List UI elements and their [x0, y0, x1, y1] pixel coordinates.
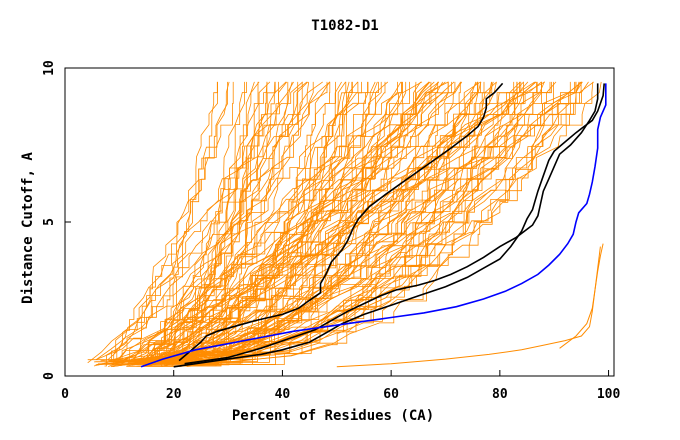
- background-model-curve: [104, 81, 323, 367]
- background-model-curves: [87, 81, 602, 368]
- background-model-curve: [93, 81, 362, 367]
- background-model-curve: [177, 81, 571, 368]
- black-curve-3: [184, 83, 599, 365]
- x-tick-label: 80: [492, 387, 508, 402]
- x-axis-label: Percent of Residues (CA): [232, 408, 434, 424]
- background-model-curve: [182, 81, 575, 367]
- orange-outlier-far-right: [559, 246, 601, 349]
- background-model-curve: [145, 81, 310, 360]
- background-model-curve: [152, 81, 456, 367]
- x-tick-label: 100: [597, 387, 621, 402]
- background-model-curve: [110, 81, 583, 368]
- x-tick-label: 40: [275, 387, 291, 402]
- background-model-curve: [147, 81, 287, 366]
- background-model-curve: [152, 81, 268, 361]
- background-model-curve: [120, 81, 515, 363]
- background-model-curve: [186, 81, 521, 367]
- background-model-curve: [145, 81, 546, 366]
- y-tick-label: 10: [42, 60, 57, 76]
- background-model-curve: [95, 81, 289, 361]
- outlier-model-curves: [336, 243, 604, 368]
- background-model-curve: [135, 81, 551, 360]
- background-model-curve: [159, 81, 328, 366]
- black-curve-1: [173, 83, 605, 368]
- background-model-curve: [117, 81, 440, 360]
- highlight-curves: [140, 82, 607, 368]
- background-model-curve: [97, 81, 524, 365]
- x-tick-label: 20: [166, 387, 182, 402]
- background-model-curve: [159, 81, 303, 360]
- background-model-curve: [113, 81, 379, 361]
- y-tick-label: 0: [42, 372, 57, 380]
- chart-title: T1082-D1: [311, 18, 378, 34]
- background-model-curve: [112, 81, 431, 367]
- background-model-curve: [152, 81, 218, 364]
- background-model-curve: [140, 81, 276, 367]
- axes: 0 20 40 60 80 100 0 5 10: [42, 60, 620, 402]
- background-model-curve: [149, 81, 537, 366]
- background-model-curve: [115, 81, 245, 364]
- background-model-curve: [114, 81, 577, 364]
- background-model-curve: [136, 81, 494, 367]
- background-model-curve: [183, 81, 485, 366]
- background-model-curve: [108, 81, 594, 362]
- background-model-curve: [148, 81, 552, 364]
- background-model-curve: [164, 81, 542, 365]
- background-model-curve: [166, 81, 602, 364]
- background-model-curve: [150, 81, 294, 364]
- background-model-curve: [165, 81, 580, 366]
- background-model-curve: [111, 81, 303, 362]
- background-model-curve: [171, 81, 449, 363]
- background-model-curve: [140, 81, 535, 364]
- background-model-curve: [149, 81, 582, 365]
- background-model-curve: [98, 81, 430, 366]
- background-model-curve: [107, 81, 293, 361]
- y-axis-label: Distance Cutoff, A: [20, 152, 36, 304]
- background-model-curve: [117, 81, 440, 362]
- black-curve-2: [178, 82, 504, 362]
- background-model-curve: [87, 81, 234, 364]
- background-model-curve: [126, 81, 376, 367]
- background-model-curve: [95, 81, 583, 362]
- y-tick-label: 5: [42, 218, 57, 226]
- x-tick-label: 0: [61, 387, 69, 402]
- background-model-curve: [141, 81, 589, 361]
- x-tick-label: 60: [383, 387, 399, 402]
- blue-curve: [140, 83, 607, 368]
- background-model-curve: [140, 81, 481, 363]
